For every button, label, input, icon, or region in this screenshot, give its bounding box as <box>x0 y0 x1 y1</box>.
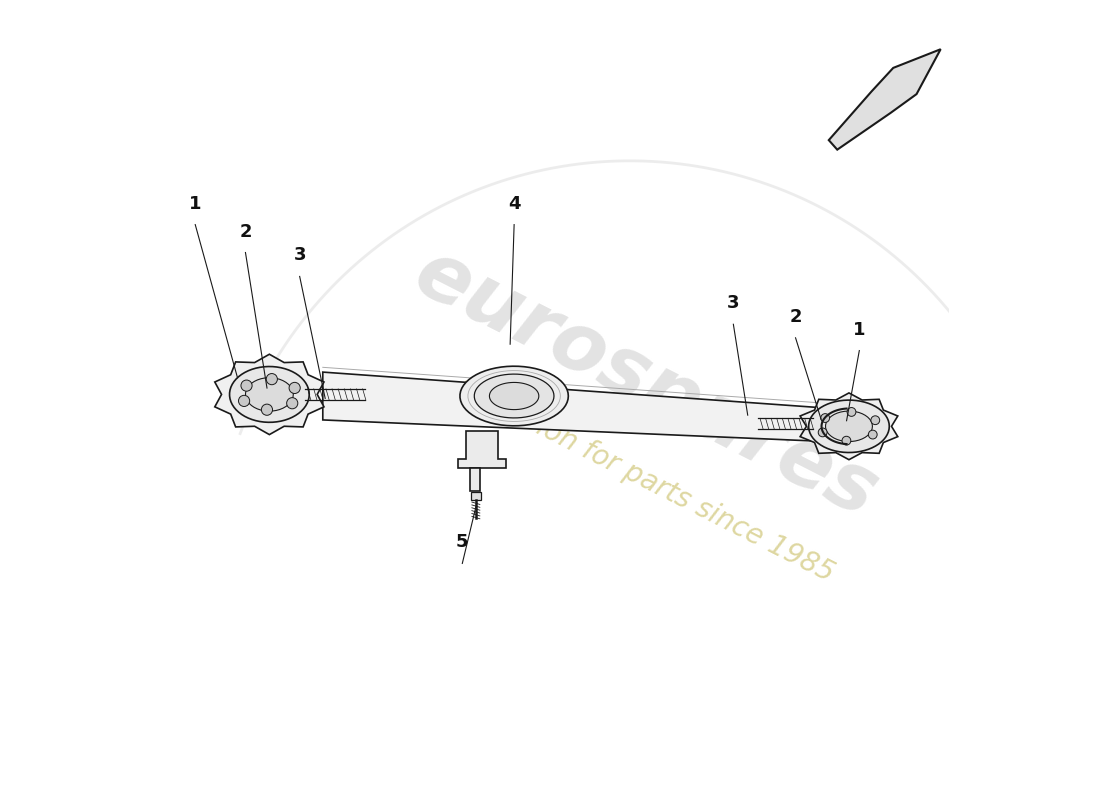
Polygon shape <box>460 366 569 426</box>
Text: 3: 3 <box>727 294 739 312</box>
Circle shape <box>847 407 856 416</box>
Circle shape <box>842 436 850 445</box>
Text: 2: 2 <box>239 222 252 241</box>
Circle shape <box>289 382 300 394</box>
Circle shape <box>287 398 298 409</box>
FancyBboxPatch shape <box>471 492 481 500</box>
Text: 1: 1 <box>189 194 201 213</box>
Circle shape <box>262 404 273 415</box>
Text: eurospares: eurospares <box>402 234 890 534</box>
Polygon shape <box>245 378 294 411</box>
Text: 1: 1 <box>854 321 866 338</box>
Polygon shape <box>800 393 898 460</box>
Text: 5: 5 <box>456 534 469 551</box>
Circle shape <box>266 374 277 385</box>
Polygon shape <box>828 50 940 150</box>
Circle shape <box>239 395 250 406</box>
Polygon shape <box>490 382 539 410</box>
Polygon shape <box>214 354 324 434</box>
Text: a passion for parts since 1985: a passion for parts since 1985 <box>452 372 839 587</box>
Polygon shape <box>826 411 872 442</box>
Polygon shape <box>474 374 554 418</box>
Text: 3: 3 <box>294 246 306 265</box>
Polygon shape <box>808 400 889 453</box>
Circle shape <box>818 428 827 437</box>
Polygon shape <box>459 430 506 468</box>
Text: 2: 2 <box>790 308 802 326</box>
Text: 4: 4 <box>508 194 520 213</box>
Circle shape <box>821 414 829 422</box>
Polygon shape <box>322 372 825 442</box>
Circle shape <box>241 380 252 391</box>
Circle shape <box>871 416 880 425</box>
Polygon shape <box>230 366 309 422</box>
Circle shape <box>868 430 877 439</box>
Polygon shape <box>471 468 480 490</box>
